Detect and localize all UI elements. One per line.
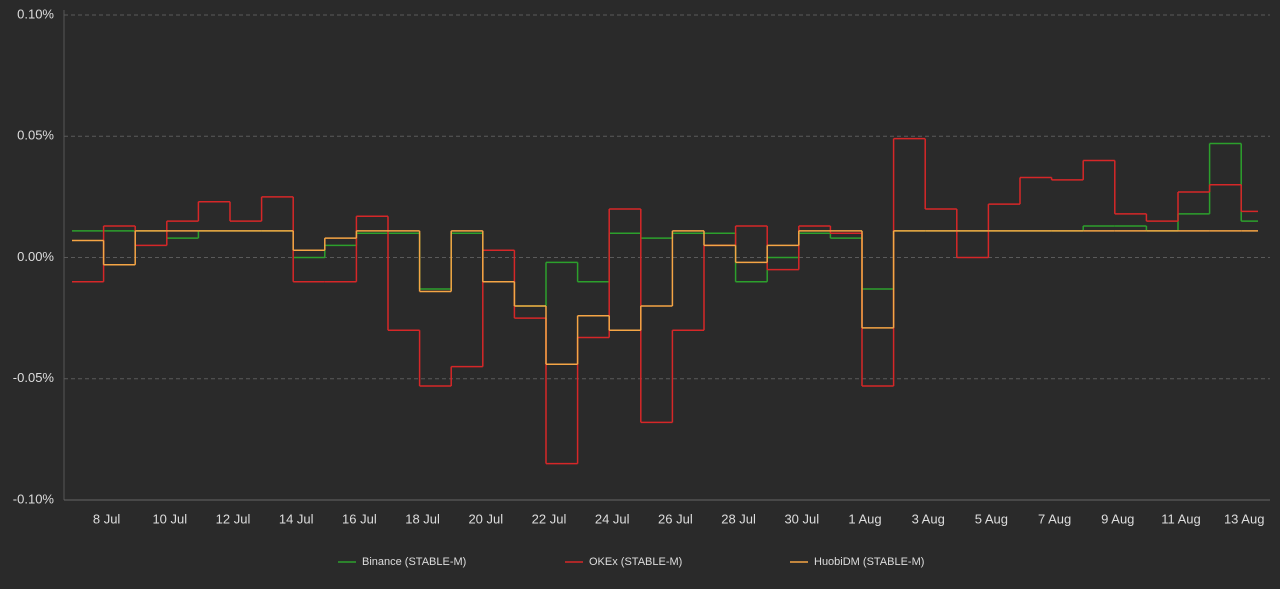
x-tick-label: 20 Jul: [468, 511, 503, 526]
legend-label: HuobiDM (STABLE-M): [814, 556, 924, 568]
y-tick-label: 0.10%: [17, 6, 54, 21]
x-tick-label: 16 Jul: [342, 511, 377, 526]
x-tick-label: 26 Jul: [658, 511, 693, 526]
x-tick-label: 28 Jul: [721, 511, 756, 526]
x-tick-label: 24 Jul: [595, 511, 630, 526]
y-tick-label: 0.00%: [17, 249, 54, 264]
x-tick-label: 1 Aug: [848, 511, 881, 526]
x-tick-label: 18 Jul: [405, 511, 440, 526]
y-tick-label: -0.05%: [13, 370, 55, 385]
y-tick-label: -0.10%: [13, 491, 55, 506]
y-tick-label: 0.05%: [17, 128, 54, 143]
x-tick-label: 5 Aug: [975, 511, 1008, 526]
x-tick-label: 7 Aug: [1038, 511, 1071, 526]
x-tick-label: 3 Aug: [912, 511, 945, 526]
x-tick-label: 13 Aug: [1224, 511, 1265, 526]
legend-label: OKEx (STABLE-M): [589, 556, 682, 568]
x-tick-label: 14 Jul: [279, 511, 314, 526]
x-tick-label: 10 Jul: [152, 511, 187, 526]
x-tick-label: 8 Jul: [93, 511, 121, 526]
x-tick-label: 30 Jul: [784, 511, 819, 526]
x-tick-label: 22 Jul: [532, 511, 567, 526]
x-tick-label: 9 Aug: [1101, 511, 1134, 526]
x-tick-label: 12 Jul: [216, 511, 251, 526]
legend: Binance (STABLE-M) OKEx (STABLE-M) HuobiDM…: [338, 556, 924, 568]
x-tick-label: 11 Aug: [1161, 511, 1201, 526]
legend-label: Binance (STABLE-M): [362, 556, 466, 568]
